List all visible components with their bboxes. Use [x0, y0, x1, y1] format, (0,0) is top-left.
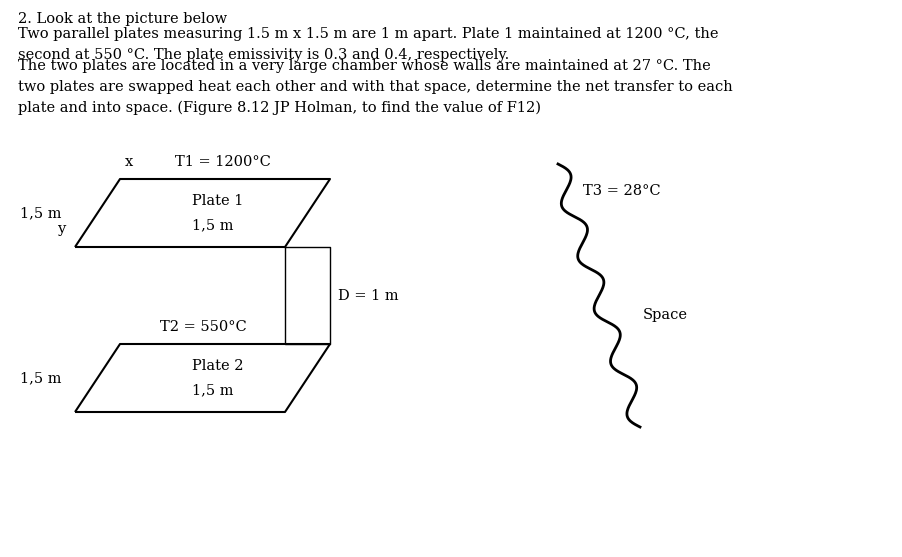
Text: D = 1 m: D = 1 m [337, 289, 398, 302]
Text: 1,5 m: 1,5 m [192, 218, 234, 232]
Text: Space: Space [642, 309, 687, 323]
Text: 1,5 m: 1,5 m [20, 371, 61, 385]
Text: 1,5 m: 1,5 m [192, 383, 234, 397]
Text: Plate 1: Plate 1 [192, 194, 244, 208]
Text: 2. Look at the picture below: 2. Look at the picture below [18, 12, 227, 26]
Text: T2 = 550°C: T2 = 550°C [160, 320, 246, 334]
Text: Plate 2: Plate 2 [192, 359, 244, 373]
Text: x: x [124, 155, 133, 169]
Text: T1 = 1200°C: T1 = 1200°C [175, 155, 271, 169]
Text: y: y [57, 222, 65, 236]
Text: T3 = 28°C: T3 = 28°C [583, 184, 660, 198]
Text: 1,5 m: 1,5 m [20, 206, 61, 220]
Text: The two plates are located in a very large chamber whose walls are maintained at: The two plates are located in a very lar… [18, 59, 732, 115]
Text: Two parallel plates measuring 1.5 m x 1.5 m are 1 m apart. Plate 1 maintained at: Two parallel plates measuring 1.5 m x 1.… [18, 27, 718, 62]
